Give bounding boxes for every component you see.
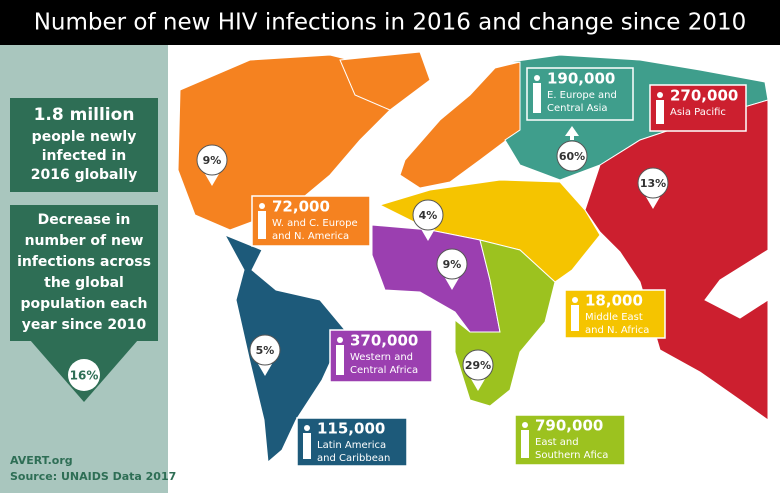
infections: 190,000	[547, 70, 615, 88]
person-head	[337, 337, 343, 343]
change-bubble	[196, 144, 228, 176]
region-name: E. Europe and	[547, 90, 617, 101]
person-body	[521, 430, 529, 458]
region-name: W. and C. Europe	[272, 218, 358, 229]
label-box	[251, 195, 371, 247]
decrease-line: Decrease in	[38, 212, 131, 228]
region-shape	[223, 234, 346, 464]
infections: 18,000	[585, 292, 643, 310]
arrow-stem	[570, 134, 574, 140]
arrow-up	[565, 126, 579, 136]
change-value: 13%	[640, 177, 666, 190]
region-shape	[177, 54, 401, 231]
person-head	[572, 297, 578, 303]
decrease-line: number of new	[25, 233, 144, 249]
region-shape	[339, 51, 431, 111]
region-shape	[584, 99, 769, 421]
decrease-value: 16%	[70, 369, 99, 383]
region-name: Middle East	[585, 312, 643, 323]
person-body	[656, 100, 664, 124]
region-name: Western and	[350, 352, 413, 363]
change-bubble	[556, 140, 588, 172]
change-value: 4%	[419, 209, 438, 222]
decrease-box	[10, 205, 158, 341]
region-name: Central Asia	[547, 103, 608, 114]
decrease-line: infections across	[17, 254, 151, 270]
region-name: East and	[535, 437, 579, 448]
change-bubble	[462, 349, 494, 381]
decrease-line: the global	[44, 275, 124, 291]
label-box	[514, 414, 626, 466]
decrease-line: population each	[20, 296, 147, 312]
person-body	[303, 433, 311, 459]
label-box	[526, 67, 634, 121]
arrow-down	[421, 229, 435, 241]
change-value: 9%	[443, 258, 462, 271]
change-bubble	[436, 248, 468, 280]
region-name: Southern Afica	[535, 450, 608, 461]
infections: 115,000	[317, 420, 385, 438]
label-box	[329, 329, 433, 383]
person-body	[533, 83, 541, 113]
region-name: and Caribbean	[317, 453, 390, 464]
labels: 72,000 W. and C. Europe and N. America 9% 19…	[196, 67, 747, 467]
title: Number of new HIV infections in 2016 and…	[34, 10, 747, 36]
decrease-badge	[68, 359, 100, 391]
title-bar	[0, 0, 780, 45]
label-box	[564, 289, 666, 339]
person-head	[259, 203, 265, 209]
arrow-down	[471, 379, 485, 391]
arrow-down	[646, 197, 660, 209]
decrease-line: year since 2010	[22, 317, 147, 333]
region-name: Central Africa	[350, 365, 418, 376]
label-box	[296, 417, 408, 467]
headline-line: 2016 globally	[31, 167, 137, 183]
person-head	[534, 75, 540, 81]
label-box	[649, 84, 747, 132]
person-head	[304, 425, 310, 431]
region-name: Latin America	[317, 440, 386, 451]
source-line: AVERT.org	[10, 454, 73, 467]
change-bubble	[249, 334, 281, 366]
arrow-down	[258, 364, 272, 376]
change-value: 60%	[559, 150, 585, 163]
headline: 1.8 million	[34, 105, 135, 125]
headline-line: infected in	[42, 148, 127, 164]
region-name: and N. Africa	[585, 325, 649, 336]
infections: 370,000	[350, 332, 418, 350]
person-body	[336, 345, 344, 375]
change-bubble	[637, 167, 669, 199]
source-line: Source: UNAIDS Data 2017	[10, 470, 176, 483]
infections: 72,000	[272, 198, 330, 216]
arrow-down	[445, 278, 459, 290]
person-head	[657, 92, 663, 98]
infections: 790,000	[535, 417, 603, 435]
region-name: and N. America	[272, 231, 349, 242]
person-body	[571, 305, 579, 331]
total-box	[10, 98, 158, 192]
change-value: 9%	[203, 154, 222, 167]
headline-line: people newly	[32, 129, 137, 145]
person-body	[258, 211, 266, 239]
change-value: 5%	[256, 344, 275, 357]
change-value: 29%	[465, 359, 491, 372]
arrow-down	[205, 174, 219, 186]
change-bubble	[412, 199, 444, 231]
person-head	[522, 422, 528, 428]
infections: 270,000	[670, 87, 738, 105]
region-name: Asia Pacific	[670, 107, 726, 118]
